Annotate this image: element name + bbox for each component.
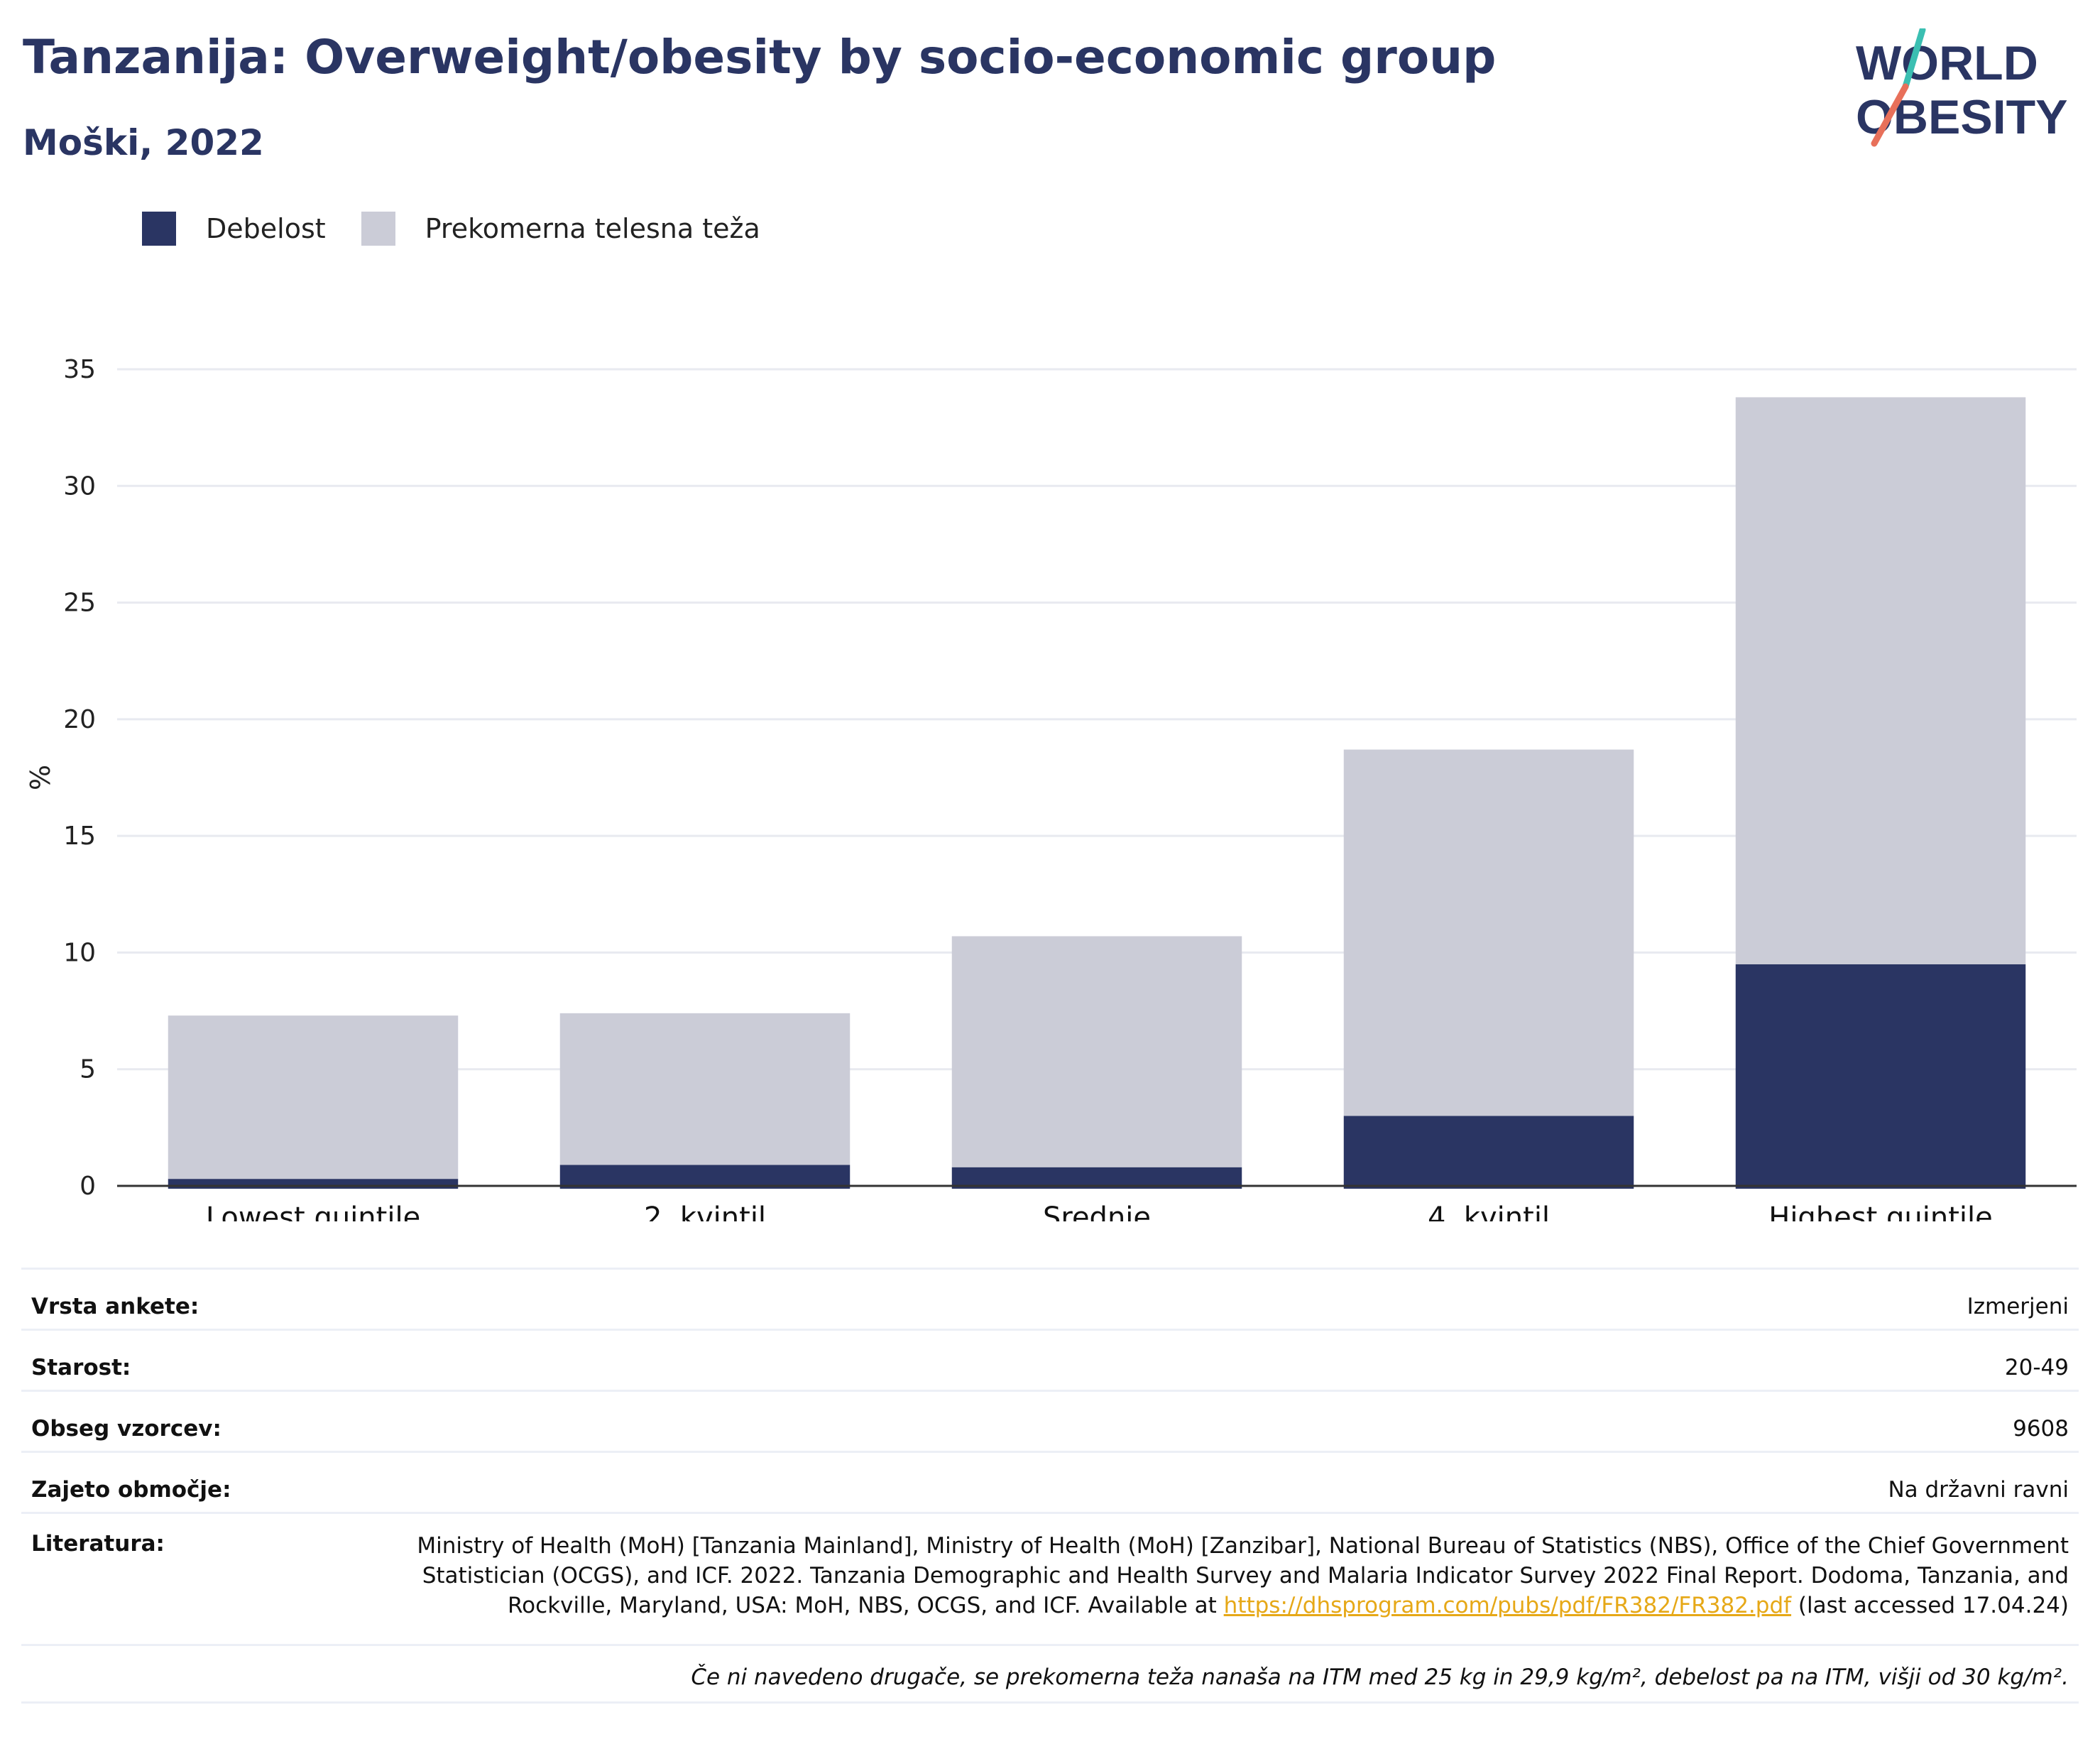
meta-value-survey-type: Izmerjeni	[1967, 1294, 2069, 1319]
meta-key-area: Zajeto območje:	[31, 1477, 231, 1503]
meta-row-sample-size: Obseg vzorcev: 9608	[21, 1390, 2079, 1451]
meta-value-age: 20-49	[2004, 1355, 2069, 1380]
x-tick-label-0: Lowest quintile	[206, 1202, 420, 1221]
legend-label-obesity: Debelost	[206, 213, 326, 244]
meta-value-sample-size: 9608	[2013, 1416, 2069, 1442]
meta-key-literature: Literatura:	[31, 1531, 165, 1557]
bar-overweight-0	[168, 1015, 459, 1179]
meta-row-area: Zajeto območje: Na državni ravni	[21, 1451, 2079, 1512]
literature-link[interactable]: https://dhsprogram.com/pubs/pdf/FR382/FR…	[1223, 1593, 1792, 1618]
y-tick-label-6: 30	[63, 472, 96, 501]
bar-overweight-3	[1343, 749, 1634, 1116]
literature-citation: Ministry of Health (MoH) [Tanzania Mainl…	[322, 1531, 2069, 1620]
chart-subtitle: Moški, 2022	[23, 122, 264, 163]
y-tick-label-2: 10	[63, 938, 96, 967]
y-tick-label-5: 25	[63, 589, 96, 618]
bar-obesity-0	[168, 1179, 459, 1189]
legend-swatch-obesity	[142, 212, 176, 246]
y-tick-label-4: 20	[63, 705, 96, 734]
legend-item-obesity: Debelost	[142, 212, 326, 246]
meta-row-footnote: Če ni navedeno drugače, se prekomerna te…	[21, 1644, 2079, 1704]
bar-overweight-2	[951, 936, 1242, 1167]
meta-value-area: Na državni ravni	[1888, 1477, 2069, 1503]
y-tick-label-0: 0	[80, 1172, 96, 1201]
x-tick-label-4: Highest quintile	[1768, 1202, 1993, 1221]
meta-key-age: Starost:	[31, 1355, 131, 1380]
stacked-bar-chart: 0 5 10 15 20 25 30 35% Lowest quintile 2. kvintil…	[25, 355, 2077, 1221]
survey-metadata-table: Vrsta ankete: Izmerjeni Starost: 20-49 O…	[21, 1268, 2079, 1704]
bar-overweight-1	[559, 1013, 851, 1165]
legend-item-overweight: Prekomerna telesna teža	[361, 212, 760, 246]
chart-title: Tanzanija: Overweight/obesity by socio-e…	[23, 30, 1497, 85]
y-tick-label-7: 35	[63, 355, 96, 384]
meta-key-sample-size: Obseg vzorcev:	[31, 1416, 222, 1442]
x-tick-label-2: Srednje	[1043, 1202, 1151, 1221]
legend-label-overweight: Prekomerna telesna teža	[425, 213, 760, 244]
bar-obesity-3	[1343, 1116, 1634, 1189]
definition-footnote: Če ni navedeno drugače, se prekomerna te…	[691, 1664, 2069, 1690]
logo-line1: WORLD	[1856, 36, 2038, 90]
meta-row-literature: Literatura: Ministry of Health (MoH) [Ta…	[21, 1512, 2079, 1644]
legend-swatch-overweight	[361, 212, 395, 246]
y-axis-label: %	[25, 765, 56, 790]
y-tick-label-3: 15	[63, 822, 96, 851]
world-obesity-logo: WORLD OBESITY	[1856, 28, 2068, 147]
literature-accessed: (last accessed 17.04.24)	[1798, 1593, 2069, 1618]
meta-row-survey-type: Vrsta ankete: Izmerjeni	[21, 1268, 2079, 1329]
bar-overweight-4	[1735, 397, 2026, 964]
meta-row-age: Starost: 20-49	[21, 1329, 2079, 1390]
x-tick-label-1: 2. kvintil	[644, 1202, 766, 1221]
bar-obesity-4	[1735, 964, 2026, 1189]
bar-obesity-1	[559, 1165, 851, 1189]
literature-text: Ministry of Health (MoH) [Tanzania Mainl…	[417, 1533, 2069, 1618]
y-tick-label-1: 5	[80, 1055, 96, 1084]
x-tick-label-3: 4. kvintil	[1428, 1202, 1550, 1221]
meta-key-survey-type: Vrsta ankete:	[31, 1294, 199, 1319]
chart-legend: Debelost Prekomerna telesna teža	[142, 210, 796, 247]
